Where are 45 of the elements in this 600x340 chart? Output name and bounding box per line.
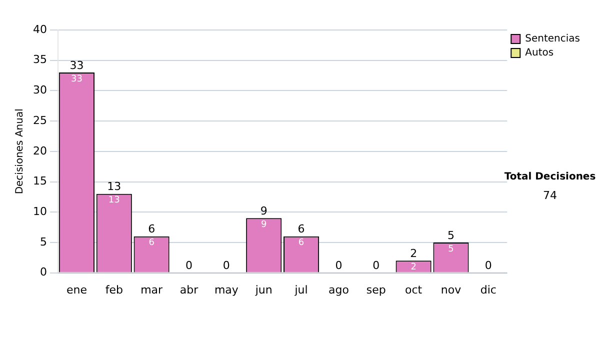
data-label: 33: [70, 74, 82, 84]
y-tick-label: 25: [32, 114, 47, 127]
total-label: 0: [222, 259, 230, 272]
y-tick-label: 30: [32, 84, 47, 97]
y-tick-label: 10: [32, 204, 47, 218]
x-tick-label: sep: [366, 283, 386, 296]
x-tick-label: jun: [254, 283, 272, 296]
data-label: 5: [448, 244, 454, 254]
total-label: 6: [148, 222, 156, 236]
total-label: 33: [70, 58, 84, 72]
x-tick-label: jul: [294, 283, 308, 296]
x-tick-label: ago: [328, 283, 350, 296]
total-label: 0: [484, 259, 492, 272]
total-label: 13: [107, 180, 122, 194]
annotation: Total Decisiones: [504, 172, 596, 183]
total-label: 0: [372, 259, 380, 272]
x-tick-label: may: [214, 283, 239, 296]
y-tick-label: 5: [40, 235, 47, 248]
x-tick-label: ene: [66, 283, 88, 296]
total-label: 6: [298, 222, 305, 236]
y-tick-label: 15: [32, 174, 47, 188]
y-tick-label: 20: [32, 144, 47, 158]
total-label: 0: [335, 259, 342, 272]
x-tick-label: nov: [440, 283, 462, 296]
x-tick-label: feb: [105, 283, 123, 296]
x-tick-label: mar: [140, 283, 164, 296]
data-label: 9: [260, 220, 267, 230]
total-label: 2: [410, 247, 418, 260]
x-tick-label: oct: [405, 283, 423, 296]
x-tick-label: dic: [480, 283, 496, 296]
total-label: 5: [447, 228, 454, 242]
data-label: 6: [148, 238, 155, 248]
data-label: 2: [410, 262, 416, 273]
x-tick-label: abr: [180, 283, 199, 296]
y-axis-title: Decisiones Anual: [14, 108, 26, 194]
legend-label: Sentencias: [525, 34, 580, 45]
data-label: 13: [108, 196, 120, 206]
legend-label: Autos: [525, 48, 554, 59]
y-tick-label: 0: [40, 266, 47, 279]
total-label: 0: [185, 259, 192, 272]
y-tick-label: 40: [32, 22, 47, 36]
data-label: 6: [298, 238, 304, 248]
y-tick-label: 35: [32, 53, 47, 66]
total-label: 9: [260, 204, 268, 218]
text: 74: [543, 188, 557, 202]
